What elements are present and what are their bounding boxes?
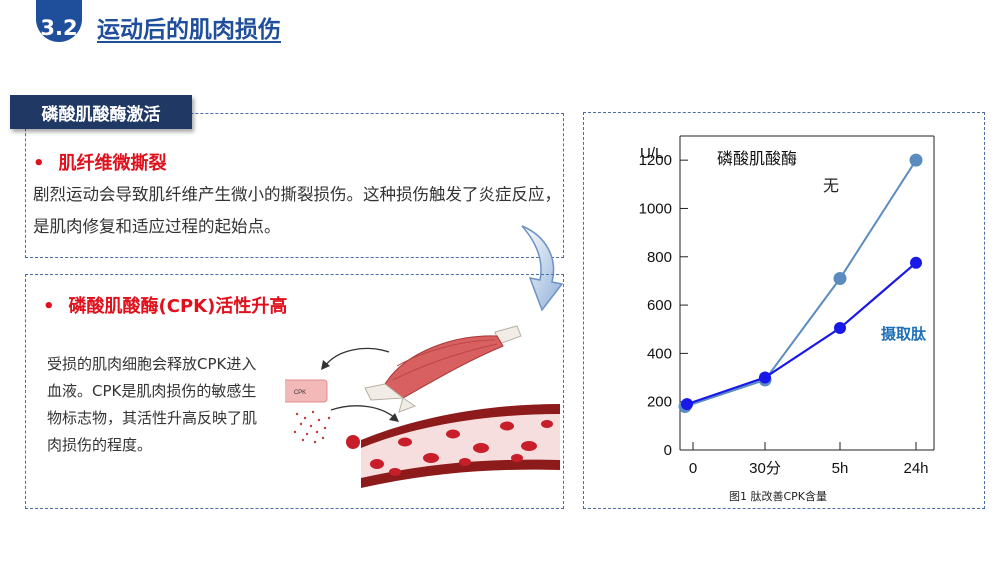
y-tick-label: 400 [647,345,672,362]
x-tick-label: 30分 [749,460,781,477]
chart-box [583,112,985,509]
fiber-tear-title: 肌纤维微撕裂 [58,153,167,174]
cpk-heading: • 磷酸肌酸酶(CPK)活性升高 [43,292,287,318]
series-line [686,261,917,406]
y-tick-label: 1200 [639,152,672,169]
y-tick-label: 600 [647,297,672,314]
chart-title: 磷酸肌酸酶 [717,150,797,168]
data-point [759,371,771,384]
section-number-badge: 3.2 [36,0,82,42]
y-tick-label: 0 [664,442,672,459]
page-title: 运动后的肌肉损伤 [97,17,281,43]
series-line [684,159,917,408]
cpk-box [25,274,564,509]
x-tick-label: 0 [689,460,697,477]
x-tick-label: 24h [903,460,928,477]
data-point [681,398,693,411]
data-point [909,153,923,167]
y-tick-label: 200 [647,394,672,411]
y-axis-label: U/L [640,145,663,162]
series-label: 摄取肽 [881,325,927,343]
bullet-marker: • [33,153,45,174]
section-tag: 磷酸肌酸酶激活 [10,95,192,129]
figure-caption: 图1 肽改善CPK含量 [729,490,828,503]
blood-vessel-icon [346,404,560,488]
fiber-tear-text: 剧烈运动会导致肌纤维产生微小的撕裂损伤。这种损伤触发了炎症反应，是肌肉修复和适应… [33,185,561,236]
cpk-tag-label: CPK [294,390,306,396]
x-tick-label: 5h [832,460,849,477]
fiber-tear-heading: • 肌纤维微撕裂 [33,149,167,175]
cpk-tag [285,379,328,403]
curved-arrow-icon [521,225,564,312]
cpk-text: 受损的肌肉细胞会释放CPK进入血液。CPK是肌肉损伤的敏感生物标志物，其活性升高… [47,355,258,454]
bullet-marker: • [43,296,55,317]
muscle-fiber-icon [364,325,522,413]
fiber-tear-box [25,113,564,258]
data-point [833,272,847,286]
data-point [834,322,846,335]
cpk-title: 磷酸肌酸酶(CPK)活性升高 [68,296,288,317]
y-tick-label: 800 [647,249,672,266]
y-tick-label: 1000 [639,200,672,217]
series-label: 无 [823,178,839,195]
muscle-blood-illustration: CPK [285,325,560,488]
data-point [910,256,922,269]
